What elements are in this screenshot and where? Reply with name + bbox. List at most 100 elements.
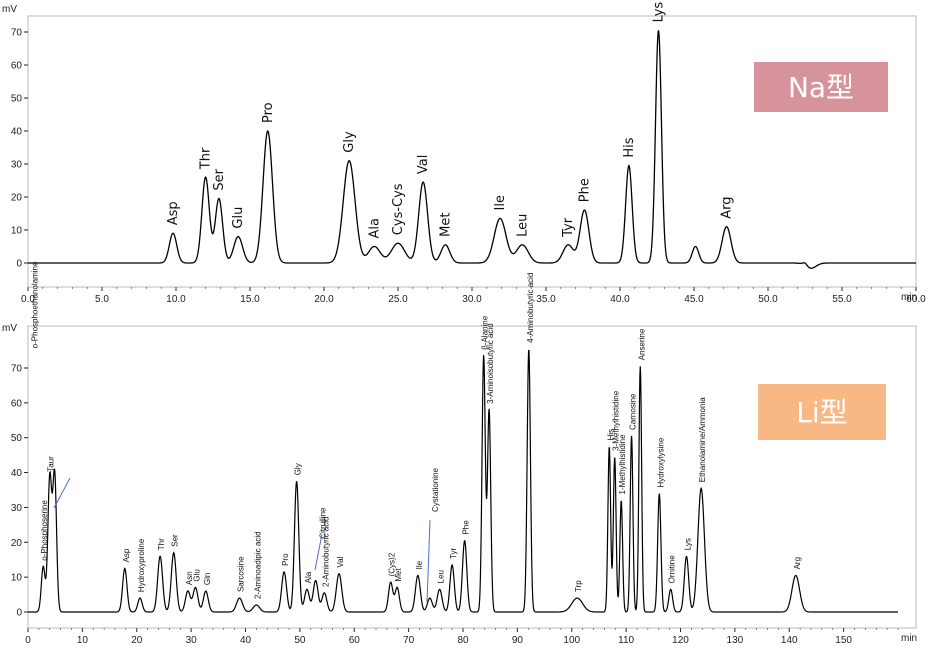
y-unit-label-na: mV bbox=[2, 4, 17, 15]
peak-label-li-2-aminoadipic-acid: 2-Aminoadipic acid bbox=[253, 531, 262, 599]
x-tick-label-li-2: 20 bbox=[131, 635, 143, 646]
peak-label-li-citrulline: Citrulline bbox=[319, 507, 328, 539]
peak-label-na-ser: Ser bbox=[212, 168, 227, 190]
y-tick-label-na-2: 20 bbox=[11, 193, 23, 204]
peak-label-li-pro: Pro bbox=[281, 553, 290, 566]
badge-li-label: Li型 bbox=[796, 396, 847, 429]
peak-label-na-thr: Thr bbox=[199, 147, 214, 170]
peak-label-li-cystationine: Cystationine bbox=[431, 467, 440, 512]
peak-label-na-ile: Ile bbox=[493, 195, 508, 210]
x-tick-label-na-3: 15.0 bbox=[240, 294, 260, 305]
x-tick-label-li-7: 70 bbox=[403, 635, 415, 646]
x-tick-label-li-11: 110 bbox=[618, 635, 634, 646]
peak-label-li-met: Met bbox=[394, 567, 403, 581]
y-tick-label-li-1: 10 bbox=[11, 573, 23, 584]
x-tick-label-na-0: 0.0 bbox=[21, 294, 35, 305]
x-tick-label-li-5: 50 bbox=[294, 635, 306, 646]
peak-label-li-sarcosine: Sarcosine bbox=[237, 556, 246, 592]
peak-label-na-ala: Ala bbox=[367, 218, 382, 238]
peak-label-na-tyr: Tyr bbox=[561, 217, 576, 238]
peak-label-na-asp: Asp bbox=[166, 201, 181, 225]
peak-label-li-4-aminobutyric-acid: 4-Aminobutyric acid bbox=[526, 273, 535, 343]
peak-label-na-met: Met bbox=[438, 213, 453, 237]
x-tick-label-li-13: 130 bbox=[727, 635, 744, 646]
peak-label-li-arg: Arg bbox=[793, 557, 802, 569]
peak-label-li-asp: Asp bbox=[122, 548, 131, 562]
plot-frame-na bbox=[27, 15, 917, 288]
peak-label-li-glu: Glu bbox=[192, 569, 201, 581]
peak-label-li-asn: Asn bbox=[185, 571, 194, 585]
x-tick-label-li-0: 0 bbox=[25, 635, 31, 646]
badge-na-label: Na型 bbox=[788, 71, 854, 104]
x-tick-label-na-7: 35.0 bbox=[536, 294, 556, 305]
peak-label-li-ethanolamine-ammonia: Ethanolamine/Ammonia bbox=[698, 397, 707, 482]
plot-frame-li bbox=[27, 325, 917, 629]
x-tick-label-na-11: 55.0 bbox=[832, 294, 852, 305]
peak-label-na-his: His bbox=[622, 137, 637, 157]
axes-li: 0 10 20 30 40 50 60 70 80 90 100 110 120 130 140 150 0 10… bbox=[11, 364, 899, 646]
peak-label-li-lys: Lys bbox=[683, 538, 692, 550]
peak-label-li-3-aminoisobutyric-acid: 3-Aminoisobutyric acid bbox=[486, 323, 495, 403]
axes-na: 0.0 5.0 10.0 15.0 20.0 25.0 30.0 35.0 40.0 45.0 50… bbox=[11, 28, 926, 306]
peak-label-li-carnosine: Carnosine bbox=[629, 393, 638, 430]
y-tick-label-na-1: 10 bbox=[11, 226, 23, 237]
peak-label-li-hydroxylysine: Hydroxylysine bbox=[656, 437, 665, 487]
y-tick-label-li-6: 60 bbox=[11, 398, 23, 409]
y-tick-label-li-5: 50 bbox=[11, 433, 23, 444]
x-tick-label-li-9: 90 bbox=[512, 635, 524, 646]
x-tick-label-li-10: 100 bbox=[563, 635, 580, 646]
peak-label-li-1-methylhistidine: 1-Methylhistidine bbox=[618, 434, 627, 495]
y-tick-label-li-4: 40 bbox=[11, 468, 23, 479]
peak-label-li-ornitine: Ornitine bbox=[668, 555, 677, 584]
chart-li: mV min 0 10 20 30 40 50 60 70 80 90 100 110 120 130 14… bbox=[2, 261, 917, 646]
peak-label-na-val: Val bbox=[416, 155, 431, 174]
x-tick-label-li-6: 60 bbox=[349, 635, 361, 646]
leader-o-phosphoethanolamine bbox=[53, 477, 71, 509]
peak-label-li-2-aminobutyric-acid: 2-Aminobutyric acid bbox=[321, 517, 330, 587]
peak-label-li-ile: Ile bbox=[415, 560, 424, 569]
badge-na bbox=[754, 62, 888, 112]
peak-label-li-o-phosphoethanolamine: o-Phosphoethanolamine bbox=[31, 261, 40, 348]
peak-label-li-trp: Trp bbox=[574, 580, 583, 592]
peak-label-li-alanine: β-Alanine bbox=[481, 315, 490, 350]
peak-label-li-val: Val bbox=[336, 556, 345, 567]
x-tick-label-li-14: 140 bbox=[781, 635, 798, 646]
y-tick-label-na-6: 60 bbox=[11, 61, 23, 72]
y-tick-label-li-2: 20 bbox=[11, 538, 23, 549]
peak-label-li-ala: Ala bbox=[304, 571, 313, 583]
peak-label-li-tyr: Tyr bbox=[449, 547, 458, 558]
x-tick-label-na-12: 60.0 bbox=[906, 294, 926, 305]
chart-na: mV min 0.0 5.0 10.0 15.0 20.0 25.0 30.0 35.0 40.… bbox=[2, 2, 926, 305]
peak-label-na-pro: Pro bbox=[261, 102, 276, 123]
peak-label-li-phe: Phe bbox=[462, 520, 471, 535]
trace-na bbox=[28, 30, 916, 269]
leader-cystationine bbox=[426, 519, 431, 603]
x-unit-label-na: min bbox=[901, 292, 917, 303]
leader-citrulline bbox=[314, 533, 323, 571]
peak-label-na-gly: Gly bbox=[342, 131, 357, 153]
peak-label-na-lys: Lys bbox=[651, 2, 666, 23]
x-tick-label-na-10: 50.0 bbox=[758, 294, 778, 305]
x-tick-label-li-15: 150 bbox=[835, 635, 852, 646]
peak-label-li-taur: Taur bbox=[47, 456, 56, 472]
peak-label-li-his: His bbox=[606, 429, 615, 441]
y-tick-label-na-0: 0 bbox=[16, 259, 22, 270]
peak-label-li-hydroxyproline: Hydroxyproline bbox=[137, 538, 146, 592]
peak-label-li-cys-2: (Cys)2 bbox=[388, 552, 397, 576]
x-tick-label-na-5: 25.0 bbox=[388, 294, 408, 305]
x-tick-label-na-6: 30.0 bbox=[462, 294, 482, 305]
peak-label-li-leu: Leu bbox=[437, 570, 446, 583]
peak-label-li-ser: Ser bbox=[171, 534, 180, 547]
peak-label-li-thr: Thr bbox=[157, 538, 166, 550]
peak-label-na-phe: Phe bbox=[577, 178, 592, 202]
x-tick-label-li-12: 120 bbox=[672, 635, 689, 646]
y-tick-label-na-4: 40 bbox=[11, 127, 23, 138]
badge-li bbox=[758, 384, 886, 440]
y-tick-label-na-5: 50 bbox=[11, 94, 23, 105]
x-tick-label-na-4: 20.0 bbox=[314, 294, 334, 305]
peak-label-na-cys-cys: Cys-Cys bbox=[391, 183, 406, 235]
peak-labels-li: o-Phosphoserine Taur o-Phosphoethanolamine… bbox=[31, 261, 802, 599]
